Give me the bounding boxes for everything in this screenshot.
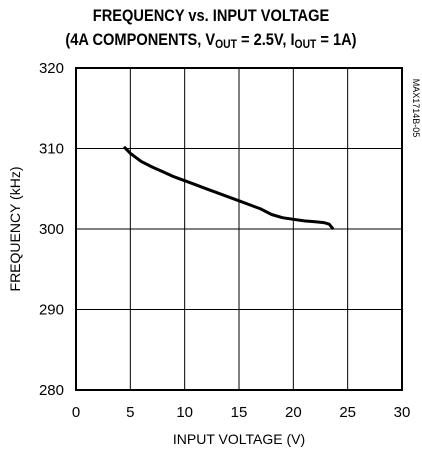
- subtitle-part: (4A COMPONENTS, V: [65, 30, 216, 49]
- chart-title: FREQUENCY vs. INPUT VOLTAGE: [30, 6, 393, 26]
- y-tick-labels: 280 290 300 310 320: [39, 60, 64, 399]
- grid: [76, 68, 402, 390]
- y-tick-label: 310: [39, 141, 64, 158]
- x-tick-label: 5: [126, 404, 134, 421]
- x-tick-label: 0: [72, 404, 80, 421]
- subtitle-subscript: OUT: [294, 37, 317, 51]
- x-tick-label: 15: [231, 404, 248, 421]
- y-tick-label: 320: [39, 60, 64, 77]
- x-tick-label: 20: [285, 404, 302, 421]
- y-axis-label: FREQUENCY (kHz): [7, 167, 23, 292]
- x-tick-labels: 0 5 10 15 20 25 30: [72, 404, 411, 421]
- x-axis-label: INPUT VOLTAGE (V): [173, 431, 305, 447]
- y-tick-label: 280: [39, 382, 64, 399]
- y-tick-label: 300: [39, 221, 64, 238]
- y-tick-label: 290: [39, 302, 64, 319]
- x-tick-label: 30: [394, 404, 411, 421]
- plot-frame: [75, 67, 403, 391]
- part-number-label: MAX1714B-05: [411, 79, 421, 138]
- subtitle-subscript: OUT: [215, 37, 237, 51]
- x-tick-label: 25: [339, 404, 356, 421]
- x-tick-label: 10: [176, 404, 193, 421]
- subtitle-part: = 2.5V, I: [236, 30, 295, 49]
- subtitle-part: = 1A): [316, 30, 357, 49]
- chart-subtitle: (4A COMPONENTS, VOUT = 2.5V, IOUT = 1A): [30, 30, 393, 51]
- chart-title-line1: FREQUENCY vs. INPUT VOLTAGE: [92, 6, 330, 25]
- series-line: [123, 146, 334, 230]
